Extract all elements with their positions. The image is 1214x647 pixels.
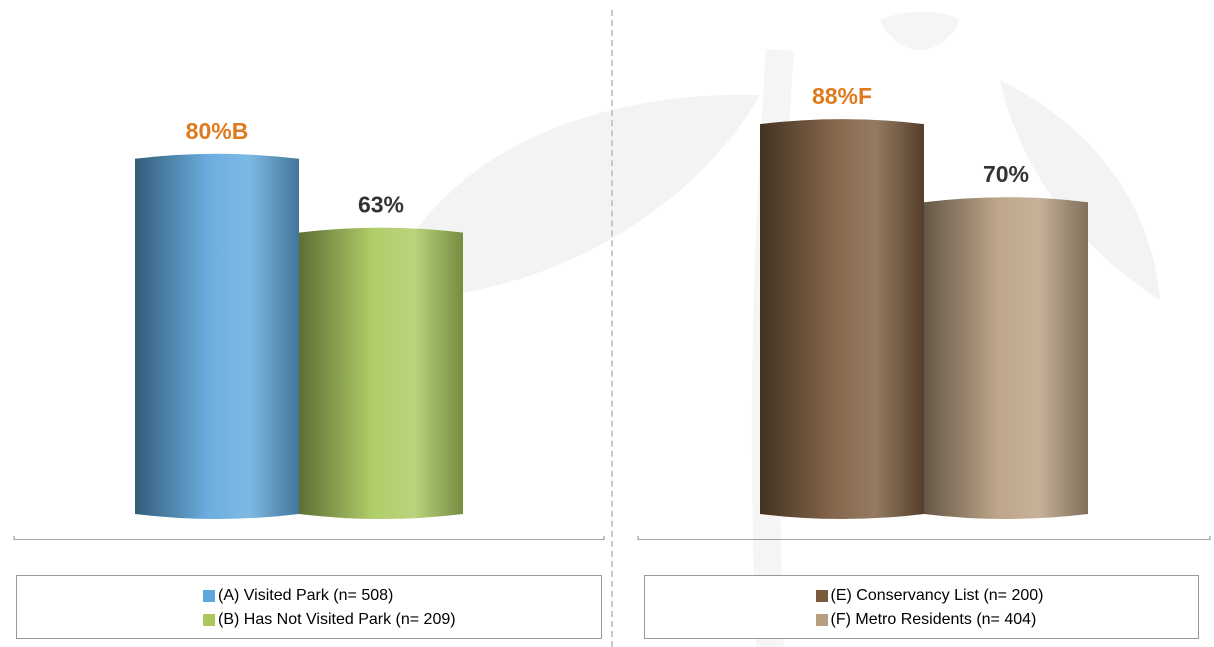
legend-swatch-e [815,590,828,602]
legend-label-a: (A) Visited Park (n= 508) [218,587,394,604]
data-label-f: 70% [983,161,1029,187]
legend-item: (F) Metro Residents (n= 404) [645,608,1198,632]
bar-f [924,197,1088,519]
panel-divider [611,10,613,647]
legend-left: (A) Visited Park (n= 508) (B) Has Not Vi… [16,575,602,639]
legend-item: (A) Visited Park (n= 508) [17,584,601,608]
legend-label-b: (B) Has Not Visited Park (n= 209) [218,611,456,628]
legend-swatch-b [203,614,215,626]
data-label-e: 88%F [812,83,872,109]
bar-e [760,119,924,519]
chart-right: 88%F 70% [637,83,1211,540]
chart-left: 80%B 63% [13,118,605,540]
legend-label-e: (E) Conservancy List (n= 200) [830,587,1044,604]
legend-label-f: (F) Metro Residents (n= 404) [830,611,1037,628]
data-label-b: 63% [358,192,404,218]
legend-swatch-f [815,614,828,626]
legend-right: (E) Conservancy List (n= 200) (F) Metro … [644,575,1199,639]
legend-item: (B) Has Not Visited Park (n= 209) [17,608,601,632]
data-label-a: 80%B [186,118,249,144]
bar-b [299,227,463,519]
legend-swatch-a [203,590,215,602]
legend-item: (E) Conservancy List (n= 200) [645,584,1198,608]
bar-a [135,153,299,520]
